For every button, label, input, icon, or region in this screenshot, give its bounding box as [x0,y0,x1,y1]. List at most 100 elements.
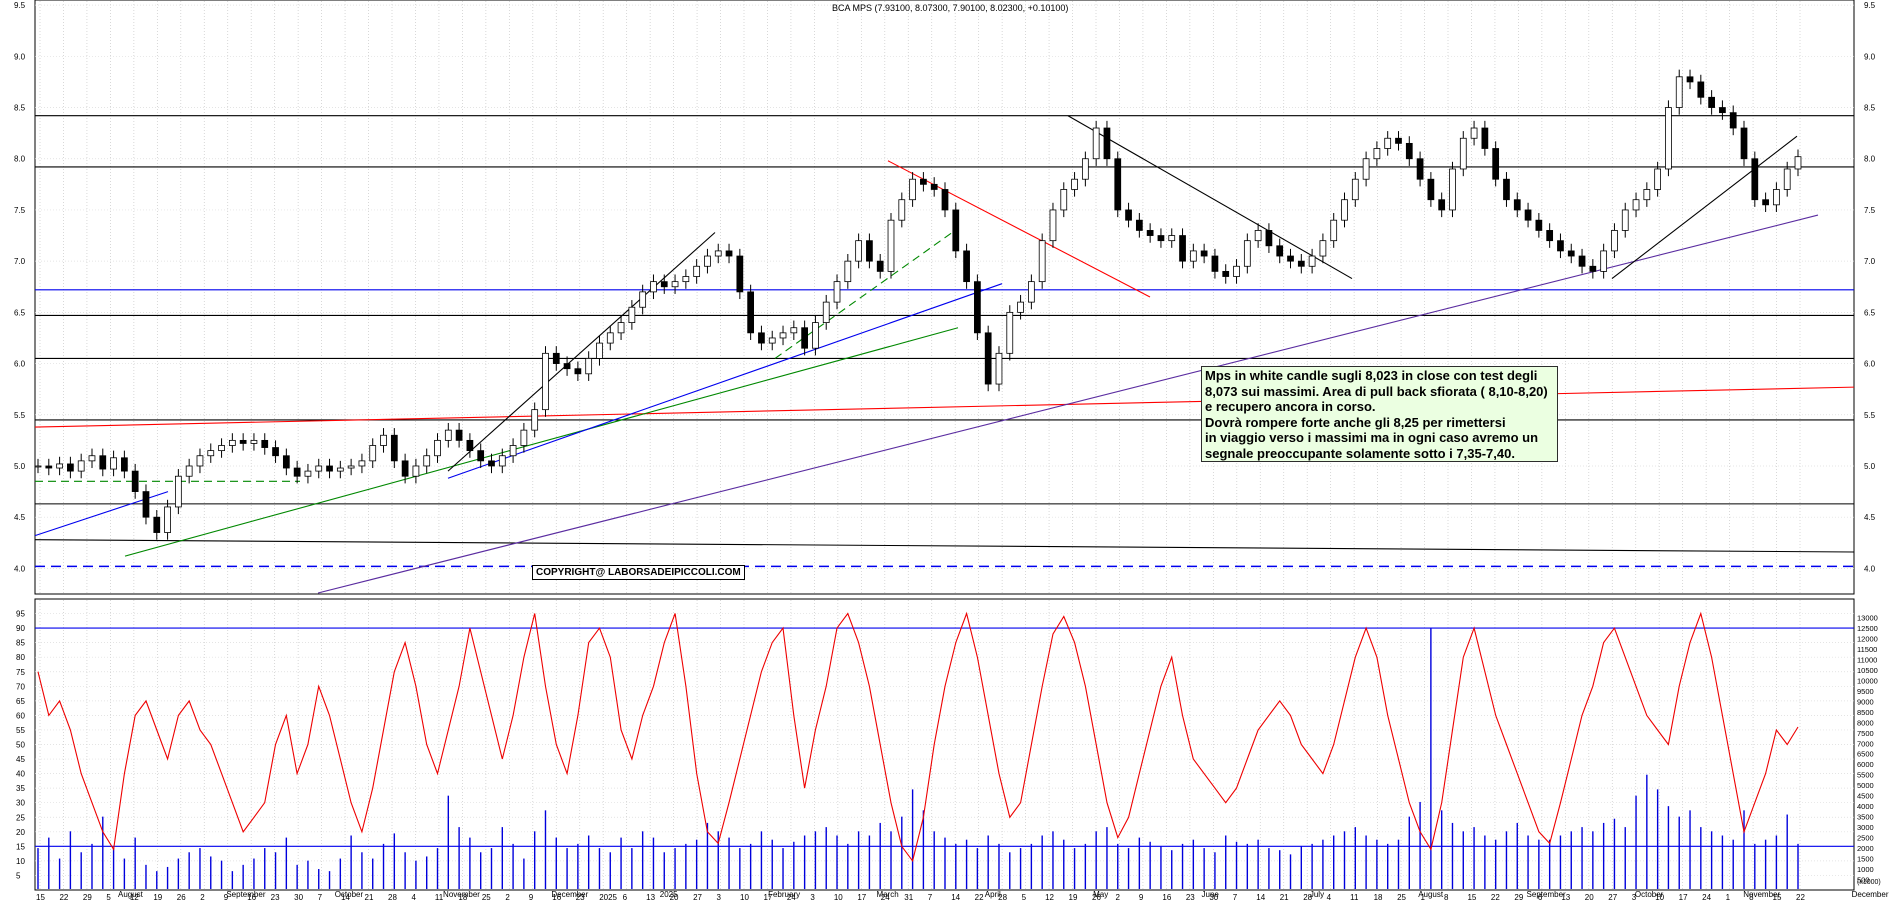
volume-tick-label: 6000 [1857,760,1874,769]
osc-y-tick-label: 30 [16,799,25,808]
candle-body [1179,235,1186,262]
x-month-label: May [1093,890,1108,899]
x-date-label: 15 [36,893,45,902]
candle-body [207,450,215,457]
candle-body [1384,137,1392,149]
price-y-tick-label: 7.5 [14,206,26,215]
x-date-label: 12 [1045,893,1054,902]
price-y-tick-label-right: 9.5 [1864,1,1876,10]
candle-body [520,429,528,446]
candle-body [855,240,862,262]
trendline [1067,115,1353,280]
x-date-label: 19 [1069,893,1078,902]
volume-tick-label: 7500 [1857,729,1874,738]
candle-body [1211,255,1219,272]
candle-body [1049,209,1057,242]
candle-body [228,439,236,446]
candle-body [1600,250,1608,272]
osc-y-tick-label: 90 [16,624,25,633]
x-date-label: 30 [1209,893,1218,902]
candle-body [1114,158,1122,211]
candle-body [1135,219,1143,231]
candle-body [88,455,96,462]
candle-body [585,358,593,375]
x-date-label: 11 [435,893,444,902]
candle-body [995,352,1003,385]
candle-body [650,281,657,293]
candle-body [1265,230,1273,247]
candle-body [369,445,377,462]
candle-body [153,516,161,533]
candle-body [1449,168,1456,211]
axis-labels-layer: 15 22 29 5 12 19 26 2 9 16 23 30 7 14 21 28 4 11 18 25 2 9 16 2… [14,1,1889,902]
candle-body [1654,168,1662,190]
x-date-label: 20 [1585,893,1594,902]
x-date-label: 16 [1162,893,1171,902]
candle-body [660,281,668,288]
candle-body [1578,255,1586,267]
trendline [124,327,959,557]
candle-body [1017,301,1024,313]
volume-tick-label: 10500 [1857,666,1878,675]
trendline [887,160,1151,298]
trendline [447,232,716,472]
candle-body [758,332,765,344]
volume-tick-label: 2000 [1857,844,1874,853]
note-line: in viaggio verso i massimi ma in ogni ca… [1205,430,1539,445]
x-date-label: 2 [505,893,510,902]
candle-body [1351,178,1359,201]
x-date-label: 23 [271,893,280,902]
x-date-label: 3 [810,893,815,902]
x-date-label: 26 [1092,893,1101,902]
x-date-label: 20 [670,893,679,902]
x-month-label: July [1310,890,1324,899]
candle-body [304,470,312,477]
candle-body [250,439,258,444]
candle-body [682,276,690,283]
x-date-label: 7 [928,893,933,902]
x-date-label: 22 [975,893,984,902]
candle-body [714,250,722,257]
candle-body [131,470,139,492]
x-date-label: 14 [1256,893,1265,902]
candle-body [1125,209,1132,221]
candlesticks-layer [34,69,1802,540]
candle-body [498,455,506,467]
candle-body [704,255,711,267]
x-date-label: 16 [552,893,561,902]
candle-body [1481,127,1489,149]
candle-body [1297,260,1305,267]
candle-body [466,439,474,452]
candle-body [974,281,981,334]
candle-body [1675,76,1683,108]
osc-y-tick-label: 60 [16,711,25,720]
candle-body [768,337,776,344]
candle-body [34,465,42,468]
candle-body [455,429,463,441]
x-date-label: 25 [482,893,491,902]
candle-body [336,467,344,472]
x-date-label: 24 [1702,893,1711,902]
candle-body [218,445,225,452]
x-date-label: 29 [1514,893,1523,902]
candle-body [380,434,387,446]
candle-body [1708,96,1715,108]
candle-body [1470,127,1478,139]
candle-body [282,455,290,469]
trendline [1611,135,1798,280]
candle-body [628,306,636,324]
x-date-label: 3 [1632,893,1637,902]
candle-body [261,439,269,448]
candle-body [1751,158,1759,201]
candle-body [779,332,787,339]
candle-body [423,455,431,467]
x-date-label: 31 [904,893,913,902]
x-date-label: 28 [1303,893,1312,902]
x-date-label: 7 [1233,893,1238,902]
x-date-label: 2025 [599,893,617,902]
x-date-label: 7 [318,893,323,902]
candle-body [1427,178,1435,201]
candle-body [671,281,679,288]
osc-y-tick-label: 10 [16,857,25,866]
